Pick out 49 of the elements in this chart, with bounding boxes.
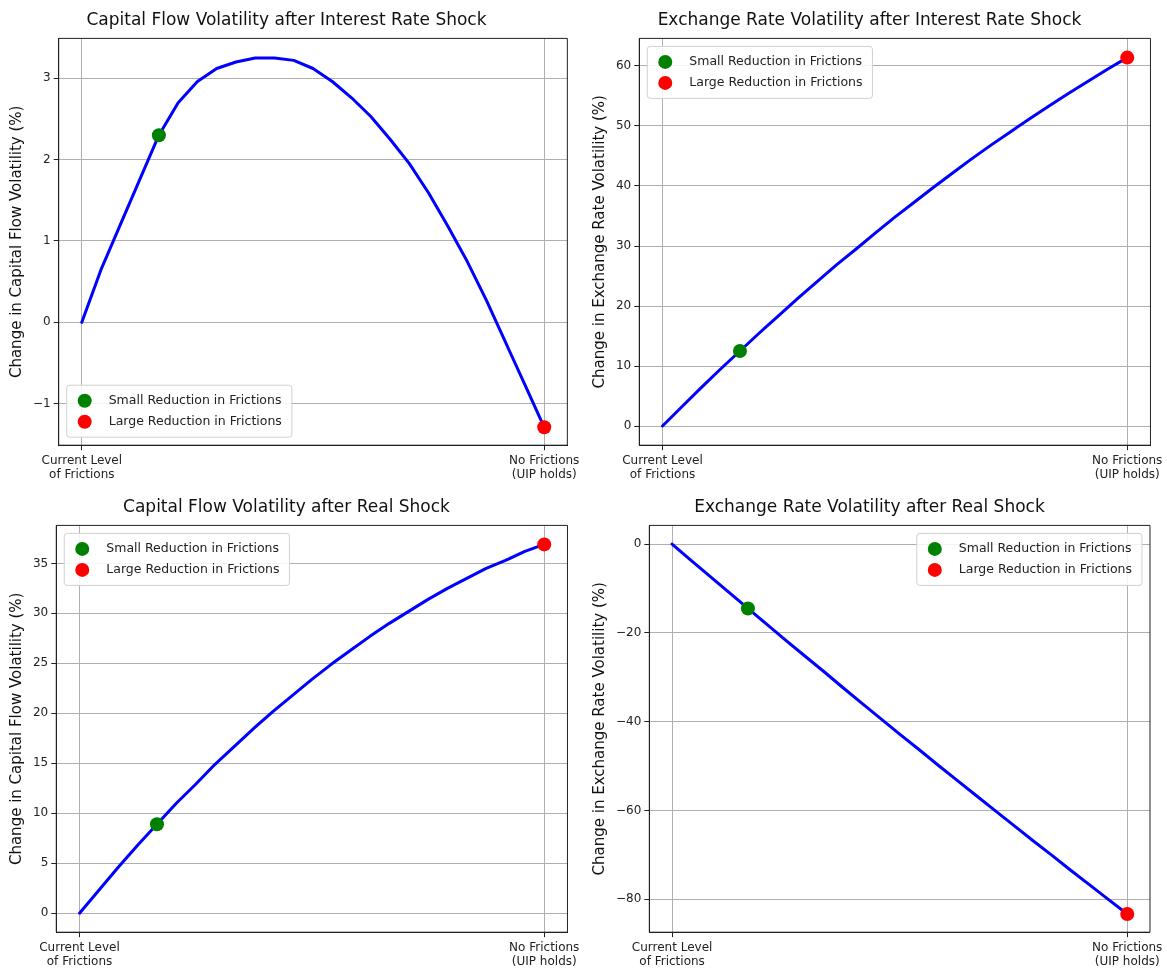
y-tick-label: −1 [32,395,51,410]
y-tick-label: 10 [615,358,632,373]
y-tick-label: −20 [616,625,642,639]
y-tick-label: 0 [40,905,49,920]
y-axis-title: Change in Exchange Rate Volatility (%) [589,95,608,389]
y-axis-title: Change in Exchange Rate Volatility (%) [589,582,608,876]
chart-title: Exchange Rate Volatility after Real Shock [694,495,1045,516]
y-tick-label: 30 [32,605,49,620]
x-tick-label: No Frictions (UIP holds) [509,939,580,968]
y-tick-label: 0 [623,418,632,433]
chart-title: Capital Flow Volatility after Interest Rate Shock [86,8,487,29]
y-tick-label: 0 [633,536,642,551]
legend-label: Small Reduction in Frictions [106,540,280,556]
y-tick-label: 25 [32,655,49,670]
legend-label: Small Reduction in Frictions [689,53,863,69]
y-axis-title: Change in Capital Flow Volatility (%) [6,592,25,866]
y-tick-label: 35 [32,555,49,570]
x-tick-label: No Frictions (UIP holds) [1092,939,1163,968]
legend-label: Large Reduction in Frictions [689,74,863,90]
y-tick-label: 10 [32,805,49,820]
y-tick-label: 20 [32,705,49,720]
x-tick-label: Current Level of Frictions [622,452,703,481]
y-tick-label: 2 [43,151,51,166]
y-tick-label: −60 [616,802,642,817]
y-tick-label: 60 [615,58,632,73]
x-tick-label: No Frictions (UIP holds) [1092,452,1163,481]
legend-label: Small Reduction in Frictions [108,391,282,407]
legend-label: Large Reduction in Frictions [106,561,280,577]
y-axis-title: Change in Capital Flow Volatility (%) [6,105,25,379]
y-tick-label: 15 [32,755,49,770]
y-tick-label: 1 [43,233,51,248]
y-tick-label: 30 [615,238,632,253]
y-tick-label: −80 [616,891,642,906]
legend-label: Small Reduction in Frictions [958,540,1132,556]
y-tick-label: 50 [615,118,632,133]
legend-label: Large Reduction in Frictions [958,561,1132,577]
y-tick-label: 3 [43,70,51,85]
y-tick-label: 20 [615,298,632,313]
x-tick-label: Current Level of Frictions [39,939,120,968]
y-tick-label: 0 [43,314,51,329]
y-tick-label: −40 [616,713,642,728]
y-tick-label: 40 [615,178,632,193]
x-tick-label: Current Level of Frictions [41,452,123,481]
chart-title: Capital Flow Volatility after Real Shock [123,495,451,516]
chart-title: Exchange Rate Volatility after Interest Rate Shock [657,8,1082,29]
x-tick-label: No Frictions (UIP holds) [509,452,580,481]
x-tick-label: Current Level of Frictions [631,939,713,968]
y-tick-label: 5 [40,855,49,870]
legend-label: Large Reduction in Frictions [108,412,282,428]
